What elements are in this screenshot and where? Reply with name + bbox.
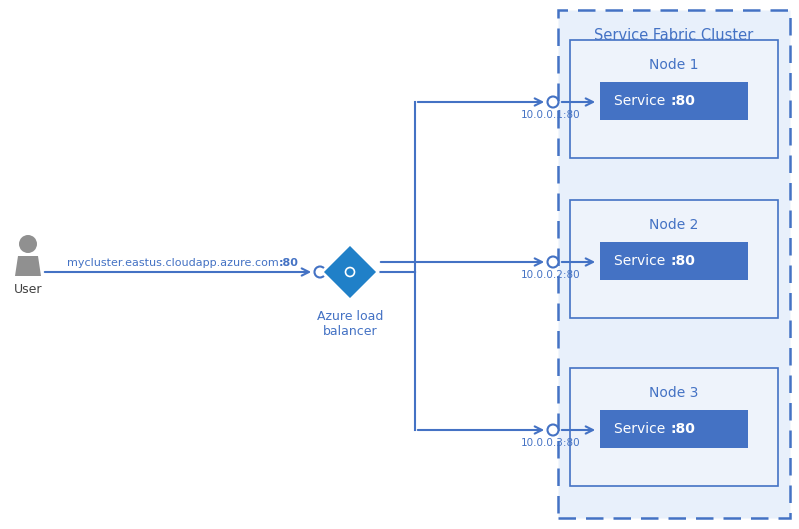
Text: Service: Service bbox=[614, 254, 670, 268]
Text: Service: Service bbox=[614, 94, 670, 108]
Text: :80: :80 bbox=[670, 254, 695, 268]
Circle shape bbox=[547, 424, 559, 435]
Text: 10.0.0.2:80: 10.0.0.2:80 bbox=[521, 270, 581, 280]
Text: User: User bbox=[14, 283, 42, 296]
Text: mycluster.eastus.cloudapp.azure.com: mycluster.eastus.cloudapp.azure.com bbox=[67, 258, 279, 268]
Text: :80: :80 bbox=[279, 258, 299, 268]
Bar bbox=[570, 200, 778, 318]
Circle shape bbox=[315, 267, 325, 278]
Bar bbox=[558, 10, 790, 518]
Circle shape bbox=[547, 96, 559, 107]
Bar bbox=[570, 368, 778, 486]
Text: Node 1: Node 1 bbox=[650, 58, 699, 72]
Text: Service: Service bbox=[614, 422, 670, 436]
Text: 10.0.0.3:80: 10.0.0.3:80 bbox=[521, 438, 581, 448]
Circle shape bbox=[345, 268, 355, 277]
Bar bbox=[600, 242, 748, 280]
Bar bbox=[600, 82, 748, 120]
Bar bbox=[570, 40, 778, 158]
Text: :80: :80 bbox=[670, 94, 695, 108]
Polygon shape bbox=[322, 244, 378, 300]
Text: Service Fabric Cluster: Service Fabric Cluster bbox=[594, 29, 753, 43]
Text: Node 2: Node 2 bbox=[650, 218, 698, 232]
Polygon shape bbox=[15, 256, 41, 276]
Circle shape bbox=[547, 257, 559, 268]
Bar bbox=[600, 410, 748, 448]
Text: :80: :80 bbox=[670, 422, 695, 436]
Text: Node 3: Node 3 bbox=[650, 386, 698, 400]
Circle shape bbox=[19, 235, 37, 253]
Text: 10.0.0.1:80: 10.0.0.1:80 bbox=[521, 110, 581, 120]
Text: Azure load
balancer: Azure load balancer bbox=[317, 310, 384, 338]
